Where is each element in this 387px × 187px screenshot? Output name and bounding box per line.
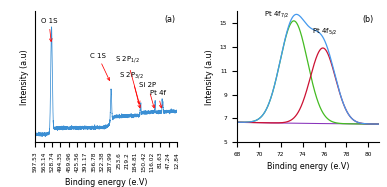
Text: (a): (a) bbox=[164, 15, 175, 24]
Text: (b): (b) bbox=[362, 15, 373, 24]
Text: Pt 4f$_{5/2}$: Pt 4f$_{5/2}$ bbox=[312, 26, 338, 37]
Text: O 1S: O 1S bbox=[41, 18, 57, 42]
Text: C 1S: C 1S bbox=[90, 53, 110, 80]
X-axis label: Binding energy (e.V): Binding energy (e.V) bbox=[267, 162, 349, 171]
Text: S 2P$_{1/2}$: S 2P$_{1/2}$ bbox=[115, 54, 140, 104]
X-axis label: Binding energy (e.V): Binding energy (e.V) bbox=[65, 178, 147, 187]
Text: Pt 4f$_{7/2}$: Pt 4f$_{7/2}$ bbox=[264, 9, 290, 20]
Text: S 2P$_{3/2}$: S 2P$_{3/2}$ bbox=[119, 70, 144, 108]
Y-axis label: Intensity (a.u): Intensity (a.u) bbox=[20, 49, 29, 105]
Text: Si 2P: Si 2P bbox=[139, 82, 156, 108]
Text: Pt 4f: Pt 4f bbox=[150, 90, 166, 108]
Y-axis label: Intensity (a.u): Intensity (a.u) bbox=[205, 49, 214, 105]
